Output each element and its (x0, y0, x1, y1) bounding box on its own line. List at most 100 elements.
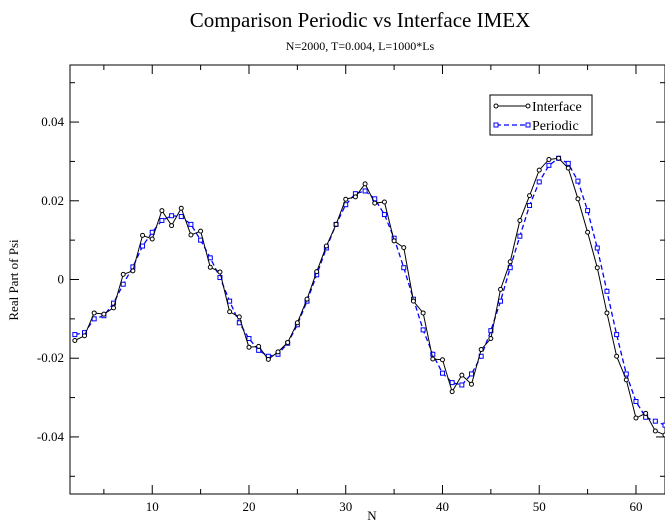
x-tick-label: 40 (436, 499, 449, 514)
interface-point (217, 269, 223, 275)
y-tick-label: 0.04 (41, 114, 64, 129)
interface-point (140, 232, 146, 238)
interface-point (314, 269, 320, 275)
interface-point (391, 238, 397, 244)
interface-point (575, 196, 581, 202)
periodic-series-markers (72, 155, 665, 428)
periodic-point (178, 214, 184, 220)
interface-point (623, 377, 629, 383)
interface-point (652, 428, 658, 434)
periodic-point (439, 370, 445, 376)
periodic-point (527, 203, 533, 209)
x-axis-label: N (367, 508, 377, 523)
periodic-point (420, 327, 426, 333)
periodic-point (111, 300, 117, 306)
interface-point (227, 309, 233, 315)
periodic-point (381, 212, 387, 218)
interface-point (294, 320, 300, 326)
periodic-point (652, 418, 658, 424)
interface-point (256, 343, 262, 349)
interface-point (604, 310, 610, 316)
interface-point (585, 229, 591, 235)
interface-point (527, 193, 533, 199)
interface-point (130, 268, 136, 274)
interface-point (169, 223, 175, 229)
periodic-point (469, 371, 475, 377)
data-series (72, 155, 665, 438)
interface-point (333, 221, 339, 227)
interface-point (82, 333, 88, 339)
interface-point (285, 339, 291, 345)
periodic-point (169, 213, 175, 219)
x-tick-label: 30 (339, 499, 352, 514)
legend-interface-marker-right (525, 103, 531, 109)
x-tick-label: 10 (146, 499, 159, 514)
interface-point (594, 265, 600, 271)
interface-point (498, 286, 504, 292)
periodic-point (604, 288, 610, 294)
x-tick-label: 20 (242, 499, 255, 514)
periodic-point (449, 380, 455, 386)
interface-point (420, 310, 426, 316)
interface-point (120, 271, 126, 277)
interface-point (449, 389, 455, 395)
x-tick-label: 60 (629, 499, 642, 514)
periodic-point (159, 217, 165, 223)
periodic-point (120, 281, 126, 287)
interface-point (565, 165, 571, 171)
legend-periodic-label: Periodic (532, 119, 579, 134)
interface-point (401, 245, 407, 251)
interface-point (488, 336, 494, 342)
periodic-point (362, 188, 368, 194)
y-tick-label: 0 (58, 272, 65, 287)
interface-point (101, 311, 107, 317)
periodic-point (633, 399, 639, 405)
interface-point (430, 356, 436, 362)
periodic-point (207, 255, 213, 261)
interface-point (614, 353, 620, 359)
periodic-point (140, 243, 146, 249)
interface-point (343, 196, 349, 202)
interface-point (352, 194, 358, 200)
interface-point (304, 296, 310, 302)
periodic-point (585, 208, 591, 214)
legend-box (489, 94, 593, 136)
interface-point (410, 298, 416, 304)
interface-point (372, 200, 378, 206)
interface-point (188, 232, 194, 238)
periodic-point (246, 336, 252, 342)
interface-point (633, 415, 639, 421)
interface-point (275, 349, 281, 355)
interface-point (111, 305, 117, 311)
periodic-point (614, 332, 620, 338)
periodic-point (594, 245, 600, 251)
interface-point (91, 310, 97, 316)
y-axis-label: Real Part of Psi (6, 239, 21, 321)
interface-point (507, 259, 513, 265)
legend-interface-marker-left (493, 103, 499, 109)
interface-point (469, 381, 475, 387)
interface-point (207, 264, 213, 270)
periodic-point (72, 332, 78, 338)
periodic-point (575, 178, 581, 184)
periodic-point (517, 233, 523, 239)
interface-point (246, 344, 252, 350)
interface-point (439, 357, 445, 363)
interface-point (265, 356, 271, 362)
interface-point (536, 167, 542, 173)
periodic-point (227, 298, 233, 304)
interface-point (159, 208, 165, 214)
interface-point (198, 228, 204, 234)
periodic-point (217, 275, 223, 281)
periodic-point (401, 265, 407, 271)
chart-title: Comparison Periodic vs Interface IMEX (190, 8, 531, 32)
periodic-point (536, 179, 542, 185)
axis-ticks: 10 20 30 40 50 60 -0.04 -0.02 0 0.02 0.04 (37, 65, 665, 514)
x-tick-label: 50 (533, 499, 546, 514)
periodic-point (662, 422, 665, 428)
interface-point (546, 156, 552, 162)
interface-point (149, 236, 155, 242)
periodic-point (565, 160, 571, 166)
periodic-point (546, 162, 552, 168)
